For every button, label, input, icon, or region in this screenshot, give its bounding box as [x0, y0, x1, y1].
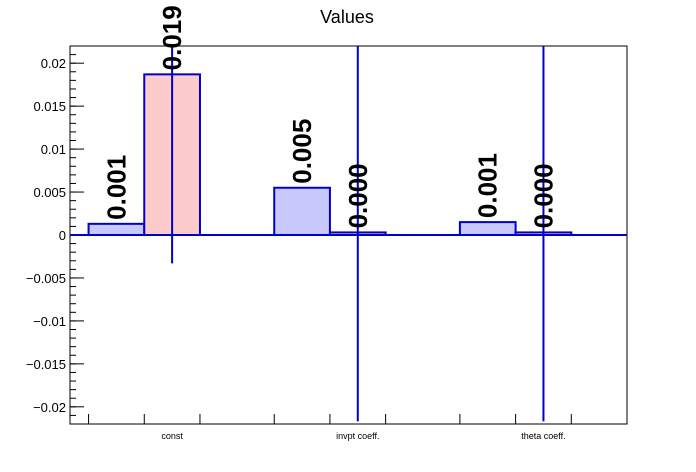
y-tick-label: 0.005: [33, 185, 66, 200]
y-tick-label: 0.02: [41, 56, 66, 71]
y-tick-label: −0.015: [26, 357, 66, 372]
y-axis: −0.02 −0.015 −0.01 −0.005 0 0.005 0.01 0.015 0.0…: [26, 45, 84, 425]
x-category-label: invpt coeff.: [336, 431, 379, 441]
y-tick-label: −0.005: [26, 271, 66, 286]
bar: [87, 222, 146, 236]
bar-value-label: 0.001: [473, 153, 503, 218]
data-labels: 0.001 0.005 0.001 0.019 0.000 0.000: [101, 5, 558, 228]
y-tick-label: 0: [59, 228, 66, 243]
bar-value-label: 0.001: [101, 155, 131, 220]
bar: [458, 221, 517, 236]
bar-value-label: 0.019: [157, 5, 187, 70]
bar: [273, 186, 331, 236]
x-category-label: theta coeff.: [521, 431, 565, 441]
bar-value-label: 0.005: [287, 119, 317, 184]
error-bars: [171, 46, 545, 422]
y-tick-label: 0.015: [33, 99, 66, 114]
y-tick-label: −0.02: [33, 400, 66, 415]
y-tick-label: 0.01: [41, 142, 66, 157]
y-tick-label: −0.01: [33, 314, 66, 329]
bar-value-label: 0.000: [343, 163, 373, 228]
bar-value-label: 0.000: [528, 163, 558, 228]
chart-title: Values: [320, 7, 374, 27]
x-category-label: const: [161, 431, 183, 441]
